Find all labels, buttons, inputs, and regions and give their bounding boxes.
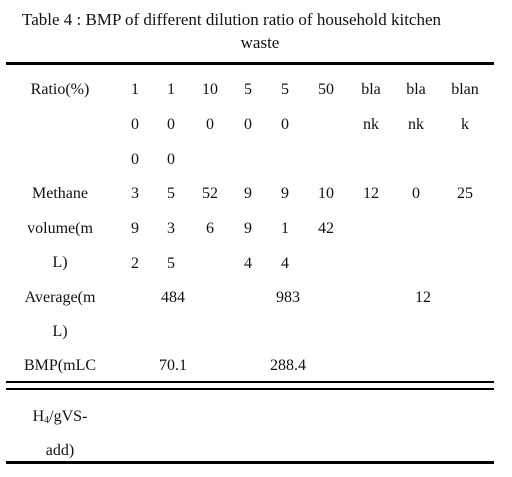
ratio-cell-col-2-line-1: 1 (167, 81, 175, 98)
ratio-cell-col-4-line-1: 5 (244, 81, 252, 98)
methane-label-line-3: L) (52, 254, 68, 271)
ratio-cell-col-7-line-2: nk (363, 116, 379, 133)
methane-cell-col-5-line-3: 4 (281, 255, 289, 272)
bmp-label-line-3: add) (45, 442, 75, 459)
methane-cell-col-2-line-1: 5 (167, 185, 175, 202)
ratio-cell-col-3-line-2: 0 (206, 116, 214, 133)
average-value-3: 12 (415, 289, 431, 306)
methane-cell-col-4-line-1: 9 (244, 185, 252, 202)
bottom-rule (6, 461, 494, 464)
ratio-cell-col-1-line-3: 0 (131, 151, 139, 168)
ratio-cell-col-7-line-1: bla (361, 81, 381, 98)
methane-cell-col-8-line-1: 0 (412, 185, 420, 202)
ratio-cell-col-5-line-1: 5 (281, 81, 289, 98)
methane-cell-col-1-line-1: 3 (131, 185, 139, 202)
methane-label-line-2: volume(m (27, 220, 93, 237)
methane-cell-col-9-line-1: 25 (457, 185, 473, 202)
ratio-cell-col-6-line-1: 50 (318, 81, 334, 98)
bmp-value-2: 288.4 (270, 357, 306, 374)
methane-cell-col-6-line-2: 42 (318, 220, 334, 237)
ratio-cell-col-8-line-1: bla (406, 81, 426, 98)
average-label-line-2: L) (52, 323, 68, 340)
ratio-cell-col-2-line-3: 0 (167, 151, 175, 168)
methane-cell-col-3-line-1: 52 (202, 185, 218, 202)
methane-cell-col-4-line-3: 4 (244, 255, 252, 272)
double-rule-lower (6, 388, 494, 390)
ratio-cell-col-1-line-1: 1 (131, 81, 139, 98)
double-rule-upper (6, 381, 494, 383)
ratio-cell-col-5-line-2: 0 (281, 116, 289, 133)
bmp-label-line-1: BMP(mLC (23, 357, 97, 374)
ratio-cell-col-9-line-1: blan (451, 81, 479, 98)
methane-cell-col-7-line-1: 12 (363, 185, 379, 202)
table-caption-line-2: waste (240, 33, 280, 52)
methane-cell-col-5-line-1: 9 (281, 185, 289, 202)
average-value-2: 983 (276, 289, 300, 306)
bmp-value-1: 70.1 (159, 357, 187, 374)
methane-cell-col-1-line-2: 9 (131, 220, 139, 237)
ratio-cell-col-3-line-1: 10 (202, 81, 218, 98)
top-rule (6, 62, 494, 65)
ratio-cell-col-9-line-2: k (461, 116, 469, 133)
methane-cell-col-1-line-3: 2 (131, 255, 139, 272)
methane-cell-col-2-line-3: 5 (167, 255, 175, 272)
ratio-cell-col-1-line-2: 0 (131, 116, 139, 133)
table-caption-line-1: Table 4 : BMP of different dilution rati… (22, 10, 442, 29)
ratio-cell-col-2-line-2: 0 (167, 116, 175, 133)
average-label-line-1: Average(m (24, 289, 96, 306)
methane-cell-col-2-line-2: 3 (167, 220, 175, 237)
ratio-cell-col-4-line-2: 0 (244, 116, 252, 133)
bmp-label-line-2: H4/gVS- (32, 408, 88, 426)
ratio-label: Ratio(%) (30, 81, 90, 98)
methane-label-line-1: Methane (32, 185, 88, 202)
methane-cell-col-3-line-2: 6 (206, 220, 214, 237)
methane-cell-col-4-line-2: 9 (244, 220, 252, 237)
average-value-1: 484 (161, 289, 185, 306)
methane-cell-col-6-line-1: 10 (318, 185, 334, 202)
methane-cell-col-5-line-2: 1 (281, 220, 289, 237)
ratio-cell-col-8-line-2: nk (408, 116, 424, 133)
